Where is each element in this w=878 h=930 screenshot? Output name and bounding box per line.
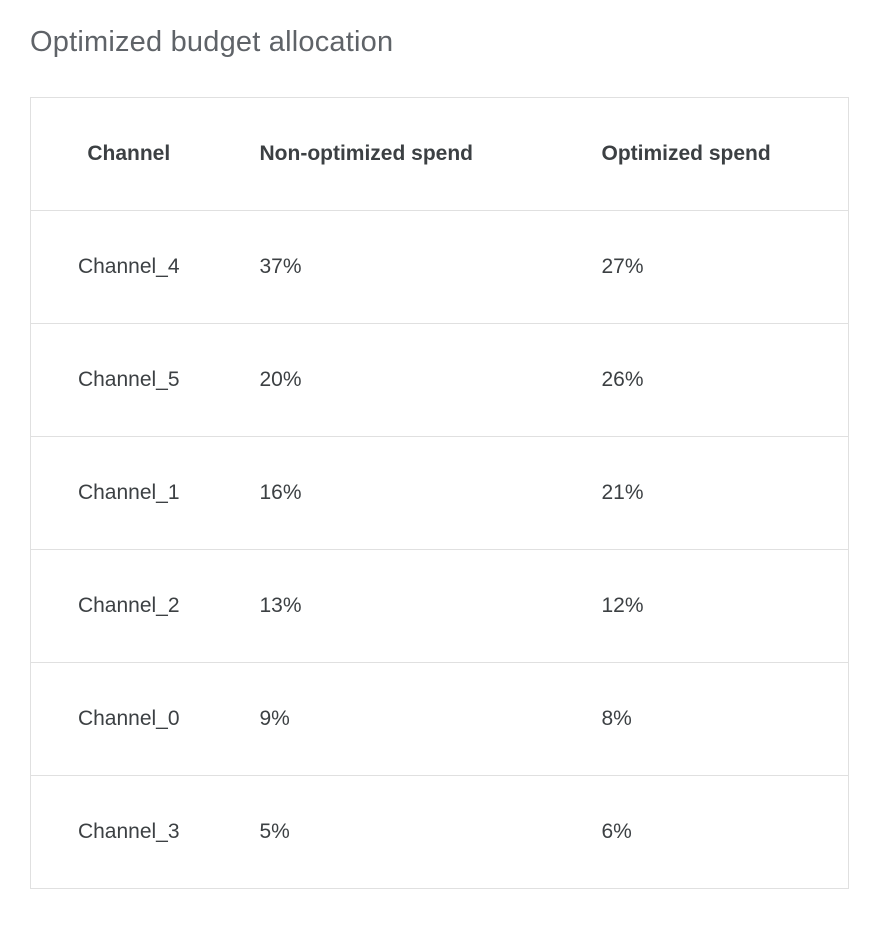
table-row: Channel_3 5% 6% <box>30 775 849 889</box>
column-header-non-optimized-spend: Non-optimized spend <box>226 97 569 211</box>
non-optimized-spend-cell: 16% <box>226 436 569 550</box>
channel-name-cell: Channel_5 <box>30 323 227 437</box>
non-optimized-spend-cell: 20% <box>226 323 569 437</box>
table-row: Channel_0 9% 8% <box>30 662 849 776</box>
column-header-optimized-spend: Optimized spend <box>568 97 849 211</box>
non-optimized-spend-cell: 9% <box>226 662 569 776</box>
non-optimized-spend-cell: 13% <box>226 549 569 663</box>
optimized-spend-cell: 21% <box>568 436 849 550</box>
channel-name-cell: Channel_1 <box>30 436 227 550</box>
table-row: Channel_1 16% 21% <box>30 436 849 550</box>
channel-name-cell: Channel_0 <box>30 662 227 776</box>
page-title: Optimized budget allocation <box>30 26 394 58</box>
channel-name-cell: Channel_3 <box>30 775 227 889</box>
optimized-spend-cell: 6% <box>568 775 849 889</box>
non-optimized-spend-cell: 37% <box>226 210 569 324</box>
table-row: Channel_5 20% 26% <box>30 323 849 437</box>
column-header-channel: Channel <box>30 97 227 211</box>
optimized-spend-cell: 8% <box>568 662 849 776</box>
non-optimized-spend-cell: 5% <box>226 775 569 889</box>
table-row: Channel_2 13% 12% <box>30 549 849 663</box>
optimized-spend-cell: 26% <box>568 323 849 437</box>
budget-allocation-table: Channel Non-optimized spend Optimized sp… <box>30 97 849 889</box>
channel-name-cell: Channel_2 <box>30 549 227 663</box>
optimized-spend-cell: 12% <box>568 549 849 663</box>
channel-name-cell: Channel_4 <box>30 210 227 324</box>
optimized-spend-cell: 27% <box>568 210 849 324</box>
table-header-row: Channel Non-optimized spend Optimized sp… <box>30 97 849 211</box>
table-row: Channel_4 37% 27% <box>30 210 849 324</box>
